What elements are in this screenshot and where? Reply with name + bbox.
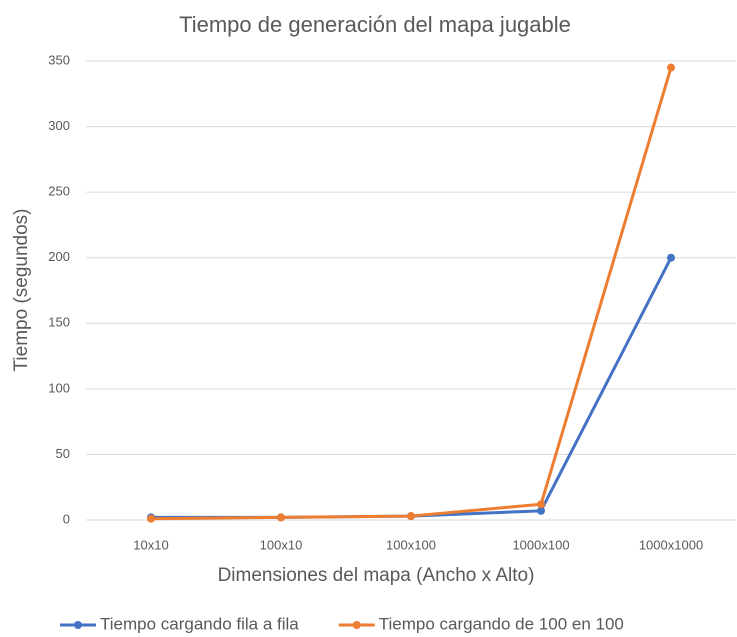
series-point — [147, 514, 155, 523]
x-axis-label: Dimensiones del mapa (Ancho x Alto) — [218, 565, 535, 586]
series-point — [537, 506, 545, 515]
y-tick-label: 250 — [48, 184, 70, 199]
series-point — [667, 63, 675, 72]
y-tick-label: 150 — [48, 315, 70, 330]
series-point — [667, 253, 675, 262]
y-tick-label: 200 — [48, 249, 70, 264]
legend-label: Tiempo cargando de 100 en 100 — [379, 614, 624, 633]
legend-marker — [352, 621, 361, 629]
y-axis-label: Tiempo (segundos) — [11, 209, 32, 372]
chart-title: Tiempo de generación del mapa jugable — [179, 12, 571, 37]
series-point — [407, 512, 415, 521]
y-tick-label: 350 — [48, 52, 70, 67]
series-line — [151, 257, 673, 519]
series-point — [277, 513, 285, 522]
x-tick-label: 100x100 — [386, 537, 436, 552]
x-tick-label: 100x10 — [260, 537, 303, 552]
legend-label: Tiempo cargando fila a fila — [100, 614, 299, 633]
y-tick-label: 50 — [56, 446, 70, 461]
series-line — [150, 67, 673, 521]
y-tick-label: 0 — [63, 511, 70, 526]
y-tick-label: 300 — [48, 118, 70, 133]
legend-marker — [74, 621, 82, 629]
x-tick-label: 10x10 — [133, 537, 168, 552]
y-tick-label: 100 — [48, 380, 70, 395]
series-point — [537, 500, 545, 509]
x-tick-label: 1000x1000 — [639, 537, 703, 552]
x-tick-label: 1000x100 — [512, 537, 569, 552]
